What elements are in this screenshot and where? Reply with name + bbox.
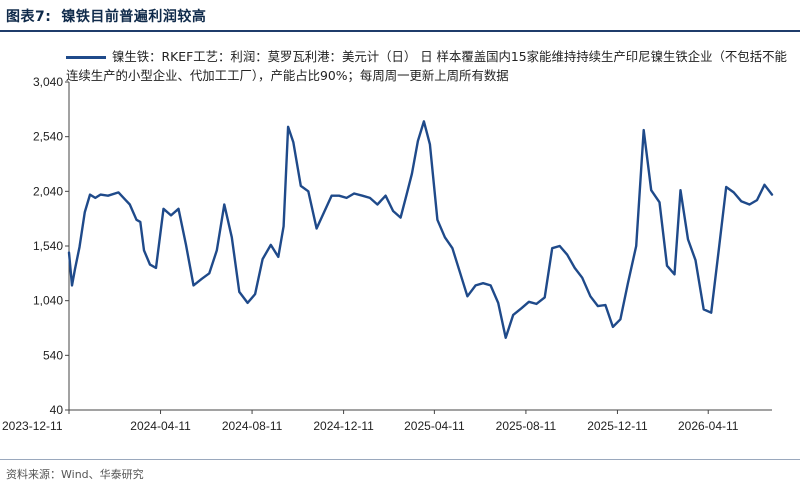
legend-text: 镍生铁：RKEF工艺：利润：莫罗瓦利港：美元计（日） 日 样本覆盖国内15家能维… [66,49,787,83]
y-tick-label: 2,540 [33,130,63,144]
title-rule [0,30,800,32]
series-line [67,120,774,339]
x-tick-label: 2024-12-11 [313,419,374,433]
bottom-rule [0,459,800,460]
x-tick-label: 2025-12-11 [587,419,648,433]
y-tick-label: 1,540 [33,239,63,253]
series-layer [67,120,774,339]
legend: 镍生铁：RKEF工艺：利润：莫罗瓦利港：美元计（日） 日 样本覆盖国内15家能维… [66,47,796,85]
x-tick-label: 2026-04-11 [678,419,739,433]
y-axis: 40 540 1,040 1,540 2,040 2,540 3,040 [33,75,70,417]
x-tick-label: 2024-08-11 [222,419,283,433]
figure-number: 图表7: [6,9,52,25]
y-tick-label: 2,040 [33,184,63,198]
x-tick-label: 2025-04-11 [404,419,465,433]
x-tick-label: 2024-04-11 [130,419,191,433]
y-tick-label: 1,040 [33,294,63,308]
legend-swatch [66,56,106,59]
figure-title: 图表7: 镍铁目前普遍利润较高 [6,6,206,26]
figure-title-text: 镍铁目前普遍利润较高 [61,9,207,25]
source-note: 资料来源：Wind、华泰研究 [6,468,144,481]
x-tick-label: 2025-08-11 [496,419,557,433]
x-axis: 2023-12-11 2024-04-11 2024-08-11 2024-12-11… [2,409,772,433]
y-tick-label: 540 [43,348,63,362]
y-tick-label: 3,040 [33,75,63,89]
y-tick-label: 40 [50,403,64,417]
x-tick-label: 2023-12-11 [2,419,63,433]
